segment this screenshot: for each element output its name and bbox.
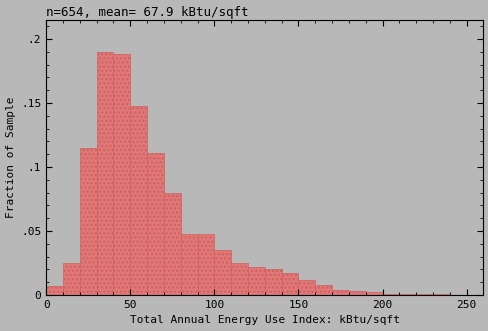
Bar [247,267,264,295]
Bar [147,153,163,295]
Bar [130,106,147,295]
Bar [197,234,214,295]
Y-axis label: Fraction of Sample: Fraction of Sample [5,97,16,218]
Bar [298,280,315,295]
Bar [63,263,80,295]
Bar [399,294,415,295]
Bar [97,52,113,295]
Bar [365,293,382,295]
Bar [163,193,181,295]
Bar [231,263,247,295]
Bar [46,286,63,295]
Bar [415,294,432,295]
Bar [113,54,130,295]
Bar [315,285,331,295]
Bar [181,234,197,295]
Text: n=654, mean= 67.9 kBtu/sqft: n=654, mean= 67.9 kBtu/sqft [46,6,248,19]
Bar [214,250,231,295]
Bar [432,294,449,295]
Bar [264,269,281,295]
Bar [382,294,399,295]
Bar [331,290,348,295]
Bar [281,273,298,295]
X-axis label: Total Annual Energy Use Index: kBtu/sqft: Total Annual Energy Use Index: kBtu/sqft [130,315,399,325]
Bar [348,291,365,295]
Bar [80,148,97,295]
